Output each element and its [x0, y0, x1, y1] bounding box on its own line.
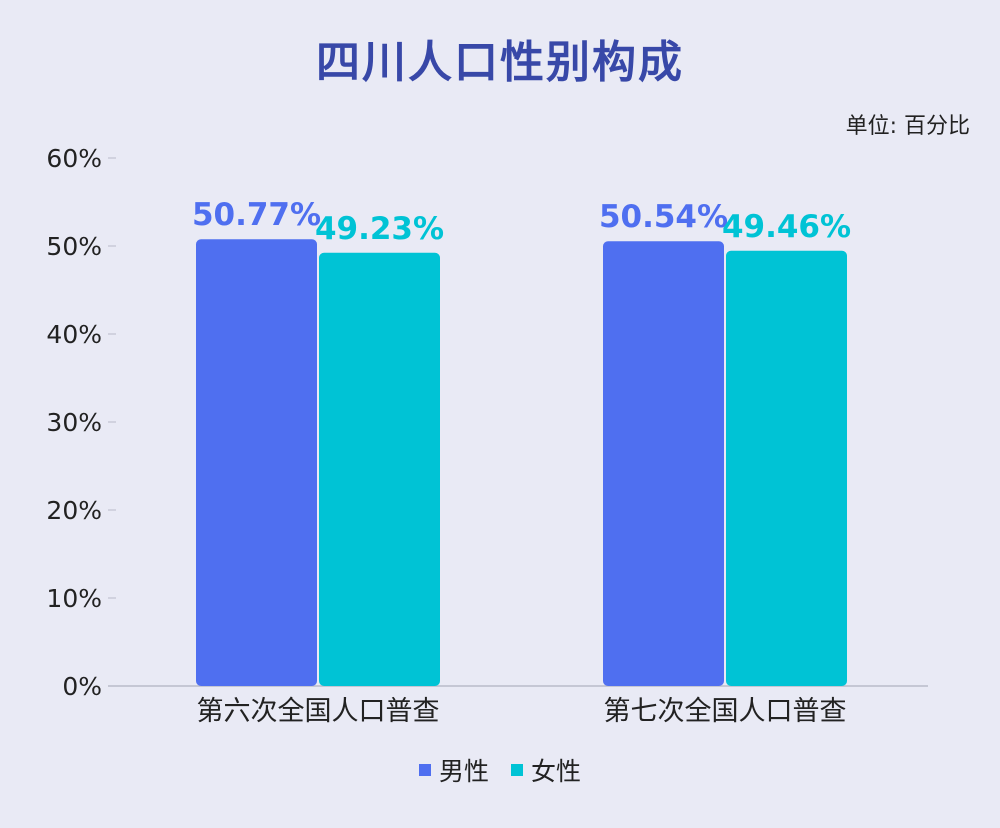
data-label-male: 50.54%: [599, 199, 728, 235]
data-label-female: 49.23%: [315, 211, 444, 247]
bar-female: [726, 250, 847, 686]
legend-item-female: 女性: [511, 752, 581, 788]
chart-title: 四川人口性别构成: [316, 37, 684, 88]
bar-female: [319, 252, 440, 686]
x-category-label: 第六次全国人口普查: [197, 696, 440, 727]
legend-label-female: 女性: [531, 757, 582, 786]
bar-male: [196, 239, 317, 686]
y-tick-label: 60%: [46, 144, 102, 173]
y-tick-label: 0%: [62, 672, 102, 701]
legend-swatch-male: [418, 764, 431, 776]
legend-item-male: 男性: [418, 752, 489, 788]
y-tick-label: 40%: [46, 320, 102, 349]
legend: 男性 女性: [0, 752, 1000, 788]
y-tick-label: 10%: [46, 584, 102, 613]
legend-swatch-female: [511, 764, 523, 776]
data-label-female: 49.46%: [722, 209, 851, 245]
data-label-male: 50.77%: [192, 197, 321, 233]
legend-label-male: 男性: [438, 757, 489, 786]
y-tick-label: 30%: [46, 408, 102, 437]
y-tick-label: 50%: [46, 232, 102, 261]
unit-label: 单位: 百分比: [845, 114, 970, 139]
bar-male: [603, 241, 724, 687]
y-tick-label: 20%: [46, 496, 102, 525]
x-category-label: 第七次全国人口普查: [604, 696, 847, 727]
